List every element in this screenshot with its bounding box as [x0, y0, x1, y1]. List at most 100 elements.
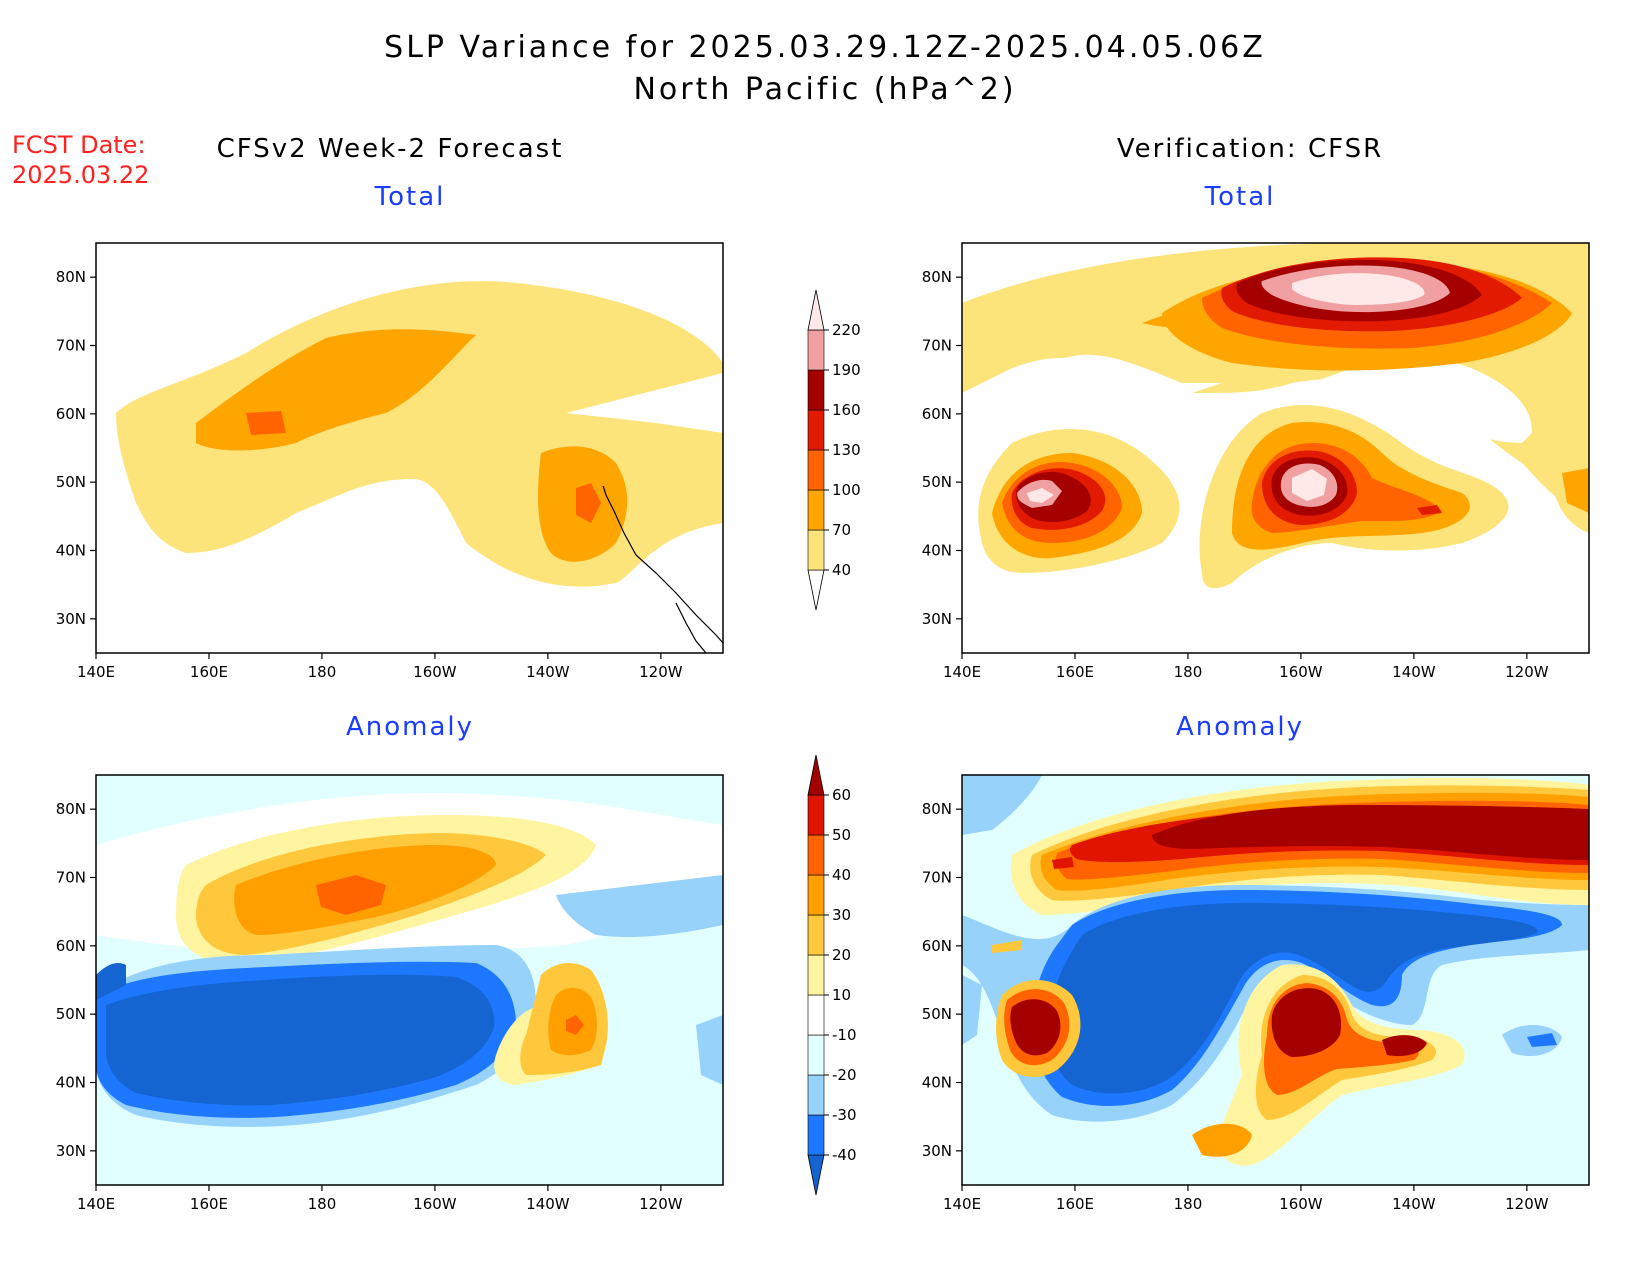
- forecast-anomaly-map: [95, 774, 724, 1186]
- lat-tick-label: 80N: [922, 800, 952, 818]
- lon-tick-label: 160W: [1279, 663, 1323, 681]
- lon-tick-label: 180: [1174, 1195, 1203, 1213]
- forecast-anomaly-title: Anomaly: [345, 712, 475, 742]
- forecast-total-title: Total: [374, 182, 446, 212]
- verification-total-map: [961, 242, 1590, 654]
- colorbar-segment: [807, 369, 825, 411]
- lat-tick-label: 60N: [56, 937, 86, 955]
- colorbar-segment: [807, 834, 825, 876]
- colorbar-segment: [807, 954, 825, 996]
- colorbar-top-arrow: [807, 289, 825, 331]
- colorbar-segment: [807, 874, 825, 916]
- fcst-label: FCST Date:: [12, 131, 146, 159]
- colorbar-label: 10: [832, 986, 851, 1004]
- lat-tick-label: 80N: [922, 268, 952, 286]
- colorbar-segment: [807, 489, 825, 531]
- lon-tick-label: 160E: [190, 1195, 228, 1213]
- lon-tick-label: 180: [308, 663, 337, 681]
- colorbar-segment: [807, 1034, 825, 1076]
- lon-tick-label: 140W: [526, 1195, 570, 1213]
- colorbar-label: -40: [832, 1146, 857, 1164]
- colorbar-label: 160: [832, 401, 861, 419]
- colorbar-label: 40: [832, 866, 851, 884]
- colorbar-label: 70: [832, 521, 851, 539]
- lat-tick-label: 70N: [922, 337, 952, 355]
- forecast-column-title: CFSv2 Week-2 Forecast: [216, 134, 564, 164]
- colorbar-segment: [807, 529, 825, 571]
- title-line-2: North Pacific (hPa^2): [633, 72, 1017, 107]
- colorbar-segment: [807, 329, 825, 371]
- lon-tick-label: 160E: [190, 663, 228, 681]
- colorbar-segment: [807, 409, 825, 451]
- lat-tick-label: 60N: [922, 937, 952, 955]
- lon-tick-label: 160W: [413, 663, 457, 681]
- axes-layer: 140E 160E 180 160W 140W 120W 80N 70N 60N 50N 40N 30…: [56, 268, 1549, 1213]
- lat-tick-label: 30N: [922, 610, 952, 628]
- colorbar-segment: [807, 1074, 825, 1116]
- lon-tick-label: 160W: [1279, 1195, 1323, 1213]
- colorbar-segment: [807, 1114, 825, 1156]
- lat-tick-label: 30N: [56, 610, 86, 628]
- fcst-date: 2025.03.22: [12, 161, 150, 189]
- lat-tick-label: 70N: [56, 869, 86, 887]
- lon-tick-label: 120W: [639, 663, 683, 681]
- lon-tick-label: 160E: [1056, 663, 1094, 681]
- colorbar-label: 40: [832, 561, 851, 579]
- colorbar-bottom-arrow: [807, 1154, 825, 1196]
- colorbar-label: 50: [832, 826, 851, 844]
- lat-tick-label: 80N: [56, 268, 86, 286]
- lat-tick-label: 30N: [56, 1142, 86, 1160]
- lat-tick-label: 50N: [56, 1005, 86, 1023]
- lat-tick-label: 50N: [922, 1005, 952, 1023]
- lon-tick-label: 160W: [413, 1195, 457, 1213]
- lon-tick-label: 180: [1174, 663, 1203, 681]
- total-colorbar: 40 70 100 130 160 190 220: [807, 289, 861, 611]
- lon-tick-label: 140W: [526, 663, 570, 681]
- colorbar-segment: [807, 914, 825, 956]
- verification-anomaly-title: Anomaly: [1175, 712, 1305, 742]
- colorbar-label: 30: [832, 906, 851, 924]
- title-line-1: SLP Variance for 2025.03.29.12Z-2025.04.…: [384, 30, 1266, 65]
- colorbar-label: 130: [832, 441, 861, 459]
- lat-tick-label: 50N: [922, 473, 952, 491]
- lon-tick-label: 140E: [77, 1195, 115, 1213]
- lat-tick-label: 30N: [922, 1142, 952, 1160]
- lat-tick-label: 80N: [56, 800, 86, 818]
- lat-tick-label: 60N: [56, 405, 86, 423]
- colorbar-segment: [807, 449, 825, 491]
- lat-tick-label: 40N: [56, 1074, 86, 1092]
- colorbar-label: 20: [832, 946, 851, 964]
- colorbar-label: -20: [832, 1066, 857, 1084]
- lon-tick-label: 140W: [1392, 1195, 1436, 1213]
- colorbar-label: -30: [832, 1106, 857, 1124]
- verification-total-title: Total: [1204, 182, 1276, 212]
- lon-tick-label: 120W: [639, 1195, 683, 1213]
- colorbar-segment: [807, 794, 825, 836]
- lon-tick-label: 180: [308, 1195, 337, 1213]
- lon-tick-label: 140E: [943, 663, 981, 681]
- verification-anomaly-map: [961, 774, 1590, 1186]
- colorbar-label: 60: [832, 786, 851, 804]
- verification-column-title: Verification: CFSR: [1116, 134, 1384, 164]
- colorbar-label: 100: [832, 481, 861, 499]
- lat-tick-label: 40N: [922, 542, 952, 560]
- lon-tick-label: 120W: [1505, 1195, 1549, 1213]
- anomaly-colorbar: -40 -30 -20 -10 10 20 30 40 50 60: [807, 754, 857, 1196]
- colorbar-label: 190: [832, 361, 861, 379]
- lon-tick-label: 140W: [1392, 663, 1436, 681]
- forecast-total-map: [95, 242, 724, 654]
- lon-tick-label: 120W: [1505, 663, 1549, 681]
- lat-tick-label: 40N: [56, 542, 86, 560]
- lat-tick-label: 40N: [922, 1074, 952, 1092]
- lat-tick-label: 60N: [922, 405, 952, 423]
- colorbar-label: -10: [832, 1026, 857, 1044]
- lon-tick-label: 160E: [1056, 1195, 1094, 1213]
- lat-tick-label: 70N: [56, 337, 86, 355]
- lon-tick-label: 140E: [77, 663, 115, 681]
- colorbar-segment: [807, 994, 825, 1036]
- colorbar-top-arrow: [807, 754, 825, 796]
- colorbar-bottom-arrow: [807, 569, 825, 611]
- lat-tick-label: 70N: [922, 869, 952, 887]
- lat-tick-label: 50N: [56, 473, 86, 491]
